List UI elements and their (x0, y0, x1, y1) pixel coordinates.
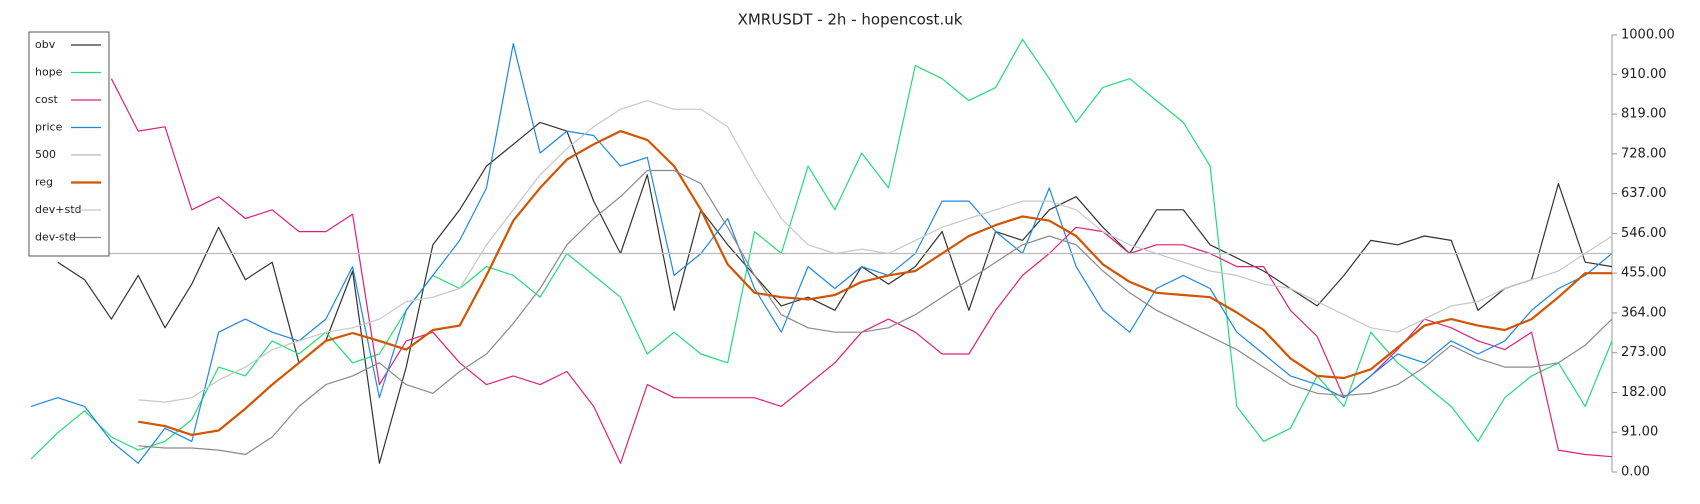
y-tick-label: 1000.00 (1621, 28, 1675, 43)
series-line (110, 78, 1613, 464)
legend-label: 500 (35, 148, 56, 161)
y-tick-label: 91.00 (1621, 425, 1658, 440)
y-tick-label: 910.00 (1621, 67, 1667, 82)
legend-box (28, 31, 110, 257)
series-line (30, 43, 1613, 464)
legend: obv hope cost price 500 reg dev+std dev-std (28, 31, 110, 257)
legend-label: dev+std (35, 203, 82, 216)
legend-label: dev-std (35, 231, 76, 244)
legend-label: reg (35, 176, 53, 189)
y-tick-label: 0.00 (1621, 465, 1650, 480)
y-tick-label: 273.00 (1621, 345, 1667, 360)
y-tick-label: 455.00 (1621, 266, 1667, 281)
y-tick-label: 819.00 (1621, 107, 1667, 122)
series-line (57, 121, 1613, 464)
y-tick-label: 546.00 (1621, 226, 1667, 241)
y-tick-label: 182.00 (1621, 385, 1667, 400)
y-tick-label: 728.00 (1621, 146, 1667, 161)
legend-label: cost (35, 93, 59, 106)
legend-label: price (35, 121, 63, 134)
chart-title: XMRUSDT - 2h - hopencost.uk (738, 11, 963, 29)
legend-label: obv (35, 38, 56, 51)
y-tick-label: 637.00 (1621, 186, 1667, 201)
series-line (138, 100, 1613, 403)
series-line (138, 169, 1613, 456)
y-tick-label: 364.00 (1621, 305, 1667, 320)
series-line (138, 130, 1612, 436)
legend-label: hope (35, 66, 63, 79)
